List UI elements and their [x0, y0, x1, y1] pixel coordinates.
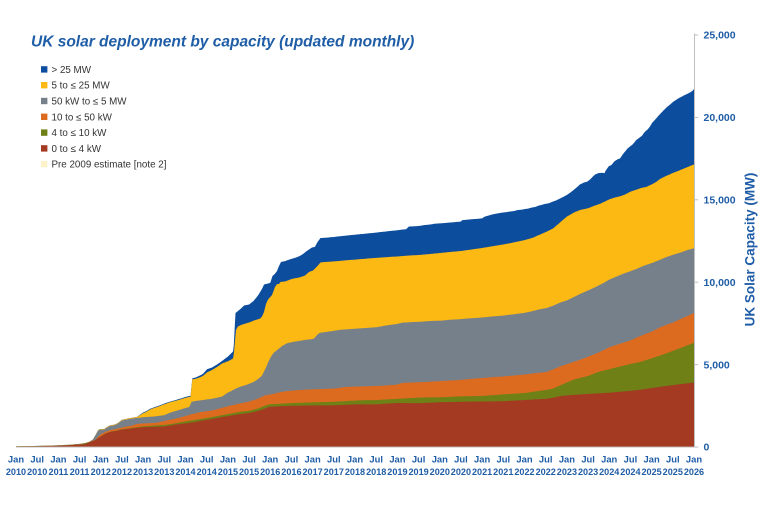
svg-text:Jul: Jul [327, 454, 341, 465]
svg-text:Jul: Jul [200, 454, 214, 465]
svg-text:20,000: 20,000 [704, 112, 736, 124]
svg-text:Jan: Jan [305, 454, 321, 465]
svg-text:2022: 2022 [536, 467, 556, 477]
svg-text:4 to ≤ 10 kW: 4 to ≤ 10 kW [52, 128, 108, 139]
svg-text:5,000: 5,000 [704, 359, 730, 371]
svg-text:Jan: Jan [559, 454, 575, 465]
svg-text:Jan: Jan [177, 454, 193, 465]
svg-text:2017: 2017 [302, 467, 322, 477]
svg-text:0: 0 [704, 442, 710, 454]
svg-text:2013: 2013 [133, 467, 153, 477]
svg-text:2026: 2026 [684, 467, 704, 477]
svg-text:Jan: Jan [220, 454, 236, 465]
svg-text:Jan: Jan [516, 454, 532, 465]
svg-text:2021: 2021 [493, 467, 513, 477]
svg-text:2024: 2024 [620, 467, 641, 477]
svg-text:2021: 2021 [472, 467, 492, 477]
svg-text:Jan: Jan [262, 454, 278, 465]
svg-text:2011: 2011 [49, 467, 69, 477]
svg-text:Jan: Jan [135, 454, 151, 465]
svg-text:2019: 2019 [408, 467, 428, 477]
svg-text:2025: 2025 [641, 467, 661, 477]
svg-text:2012: 2012 [112, 467, 132, 477]
svg-text:2016: 2016 [260, 467, 280, 477]
svg-text:2019: 2019 [387, 467, 407, 477]
svg-text:Jan: Jan [93, 454, 109, 465]
svg-text:Jul: Jul [73, 454, 87, 465]
svg-text:2014: 2014 [197, 467, 218, 477]
svg-text:Jan: Jan [389, 454, 405, 465]
svg-text:Jul: Jul [581, 454, 595, 465]
svg-text:2016: 2016 [281, 467, 301, 477]
svg-text:2018: 2018 [345, 467, 365, 477]
svg-text:Jul: Jul [454, 454, 468, 465]
svg-text:Jan: Jan [432, 454, 448, 465]
svg-text:2022: 2022 [514, 467, 534, 477]
svg-text:2015: 2015 [218, 467, 238, 477]
svg-text:25,000: 25,000 [704, 30, 736, 42]
svg-text:Jul: Jul [242, 454, 256, 465]
svg-text:10,000: 10,000 [704, 277, 736, 289]
svg-text:2010: 2010 [6, 467, 26, 477]
svg-text:0 to ≤ 4 kW: 0 to ≤ 4 kW [52, 144, 102, 155]
svg-text:UK Solar Capacity (MW): UK Solar Capacity (MW) [743, 173, 758, 327]
svg-text:10 to ≤ 50 kW: 10 to ≤ 50 kW [52, 112, 113, 123]
svg-text:Jan: Jan [474, 454, 490, 465]
svg-text:2023: 2023 [578, 467, 598, 477]
svg-text:2014: 2014 [175, 467, 196, 477]
svg-text:Jan: Jan [347, 454, 363, 465]
svg-text:2020: 2020 [430, 467, 450, 477]
svg-text:Jul: Jul [412, 454, 426, 465]
svg-text:Jul: Jul [285, 454, 299, 465]
svg-text:Jan: Jan [601, 454, 617, 465]
svg-text:15,000: 15,000 [704, 195, 736, 207]
svg-text:2017: 2017 [324, 467, 344, 477]
svg-text:2013: 2013 [154, 467, 174, 477]
svg-text:2023: 2023 [557, 467, 577, 477]
svg-text:> 25 MW: > 25 MW [52, 65, 92, 76]
svg-text:Jan: Jan [8, 454, 24, 465]
svg-text:Jul: Jul [115, 454, 129, 465]
svg-text:2012: 2012 [91, 467, 111, 477]
svg-text:Jan: Jan [644, 454, 660, 465]
svg-text:Jul: Jul [539, 454, 553, 465]
svg-text:5 to ≤ 25 MW: 5 to ≤ 25 MW [52, 81, 111, 92]
svg-text:UK solar deployment by capacit: UK solar deployment by capacity (updated… [31, 34, 414, 51]
svg-text:Jul: Jul [369, 454, 383, 465]
svg-text:2020: 2020 [451, 467, 471, 477]
svg-text:Jan: Jan [686, 454, 702, 465]
svg-text:Jul: Jul [30, 454, 44, 465]
svg-text:2025: 2025 [663, 467, 683, 477]
svg-text:2015: 2015 [239, 467, 259, 477]
svg-text:Jul: Jul [158, 454, 172, 465]
svg-text:Pre 2009 estimate [note 2]: Pre 2009 estimate [note 2] [52, 160, 167, 171]
svg-text:Jan: Jan [50, 454, 66, 465]
svg-text:2024: 2024 [599, 467, 620, 477]
svg-text:2010: 2010 [27, 467, 47, 477]
svg-text:50 kW to ≤ 5 MW: 50 kW to ≤ 5 MW [52, 97, 128, 108]
svg-text:Jul: Jul [624, 454, 638, 465]
svg-text:Jul: Jul [666, 454, 680, 465]
svg-text:Jul: Jul [497, 454, 511, 465]
svg-text:2011: 2011 [70, 467, 90, 477]
svg-text:2018: 2018 [366, 467, 386, 477]
